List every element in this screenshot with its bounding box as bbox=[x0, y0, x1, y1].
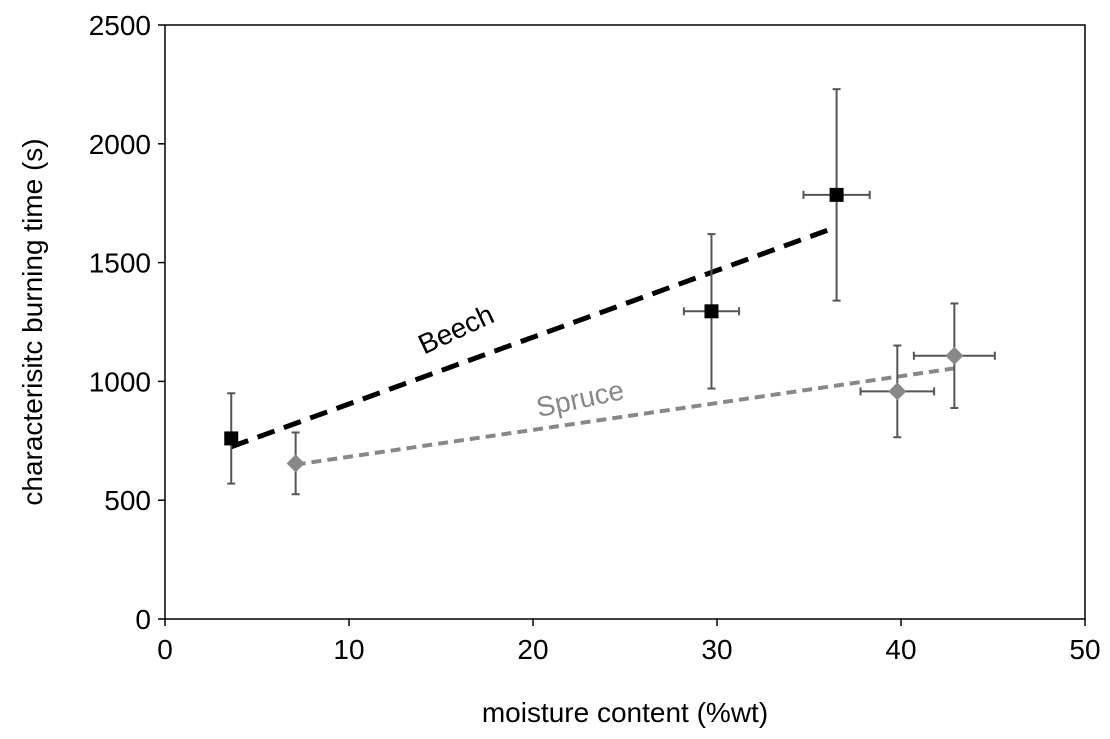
y-tick-label: 0 bbox=[135, 604, 151, 635]
y-tick-label: 500 bbox=[104, 485, 151, 516]
x-tick-label: 30 bbox=[701, 634, 732, 665]
point bbox=[224, 431, 239, 446]
x-tick-label: 20 bbox=[517, 634, 548, 665]
y-axis-label: characterisitc burning time (s) bbox=[17, 138, 48, 505]
x-tick-label: 10 bbox=[333, 634, 364, 665]
series-label: Beech bbox=[413, 299, 498, 361]
point bbox=[829, 187, 844, 202]
x-axis-label: moisture content (%wt) bbox=[482, 697, 768, 728]
y-tick-label: 1500 bbox=[89, 248, 151, 279]
plot-frame bbox=[164, 24, 1086, 620]
series-label: Spruce bbox=[533, 374, 626, 423]
point bbox=[945, 346, 964, 365]
y-tick-label: 2000 bbox=[89, 129, 151, 160]
y-tick-label: 1000 bbox=[89, 366, 151, 397]
x-tick-label: 50 bbox=[1069, 634, 1100, 665]
point bbox=[286, 454, 305, 473]
x-tick-label: 40 bbox=[885, 634, 916, 665]
trend-line bbox=[295, 366, 955, 467]
point bbox=[888, 382, 907, 401]
x-tick-label: 0 bbox=[157, 634, 173, 665]
trend-line bbox=[230, 224, 838, 450]
point bbox=[704, 304, 719, 319]
y-tick-label: 2500 bbox=[89, 10, 151, 41]
